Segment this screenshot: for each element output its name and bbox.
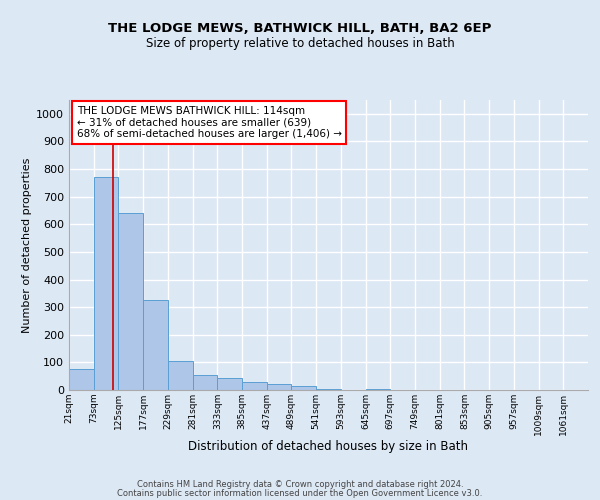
X-axis label: Distribution of detached houses by size in Bath: Distribution of detached houses by size …: [188, 440, 469, 454]
Bar: [118, 213, 143, 390]
Text: THE LODGE MEWS BATHWICK HILL: 114sqm
← 31% of detached houses are smaller (639)
: THE LODGE MEWS BATHWICK HILL: 114sqm ← 3…: [77, 106, 342, 139]
Text: Contains HM Land Registry data © Crown copyright and database right 2024.: Contains HM Land Registry data © Crown c…: [137, 480, 463, 489]
Bar: [267, 384, 292, 390]
Text: Size of property relative to detached houses in Bath: Size of property relative to detached ho…: [146, 38, 454, 51]
Bar: [217, 378, 242, 390]
Bar: [365, 388, 390, 390]
Bar: [168, 361, 193, 390]
Y-axis label: Number of detached properties: Number of detached properties: [22, 158, 32, 332]
Text: THE LODGE MEWS, BATHWICK HILL, BATH, BA2 6EP: THE LODGE MEWS, BATHWICK HILL, BATH, BA2…: [109, 22, 491, 36]
Bar: [143, 300, 168, 390]
Text: Contains public sector information licensed under the Open Government Licence v3: Contains public sector information licen…: [118, 490, 482, 498]
Bar: [292, 386, 316, 390]
Bar: [242, 382, 267, 390]
Bar: [193, 375, 217, 390]
Bar: [316, 388, 341, 390]
Bar: [69, 370, 94, 390]
Bar: [94, 178, 118, 390]
